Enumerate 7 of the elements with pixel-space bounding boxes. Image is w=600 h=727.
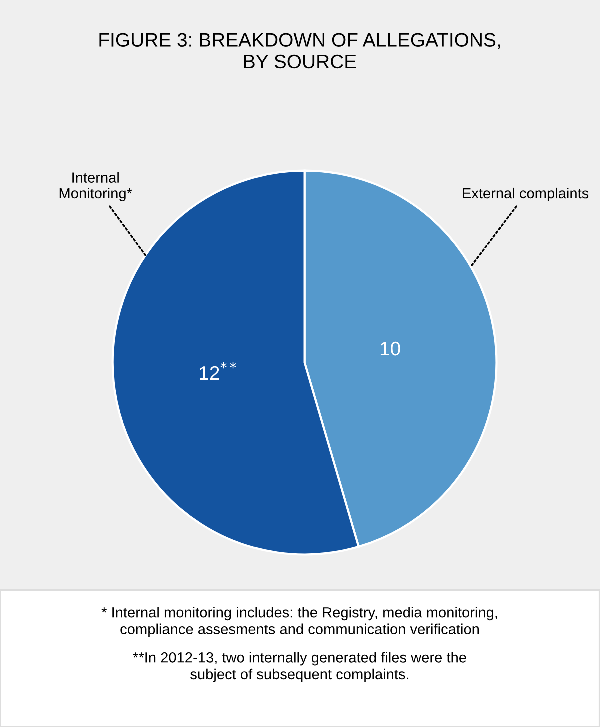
data-label: 12$^{**}$ — [200, 362, 236, 380]
slice-label: Internal Monitoring* — [60, 172, 132, 202]
data-label: 10 — [380, 342, 400, 356]
text: **In 2012-13, two internally generated files were the subject of subsequent complaints. — [133, 652, 466, 682]
text: * Internal monitoring includes: the Registry, media monitoring, compliance assesments and communication verification — [102, 607, 498, 638]
chart-title: FIGURE 3: BREAKDOWN OF ALLEGATIONS, BY SOURCE — [100, 33, 500, 69]
slice-label: External complaints — [463, 188, 589, 202]
